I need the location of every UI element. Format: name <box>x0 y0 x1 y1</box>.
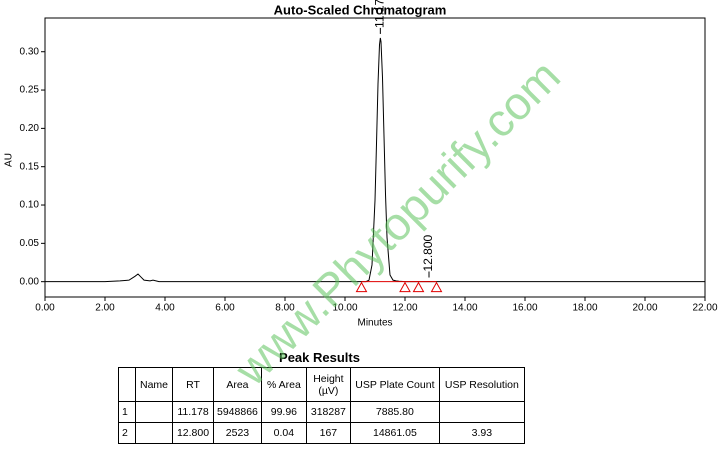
table-cell: 167 <box>305 422 351 444</box>
table-cell: 14861.05 <box>349 422 440 444</box>
x-axis-label: Minutes <box>357 318 392 329</box>
header-row: Name RT Area% Area Height (µV) USP Plate Cou… <box>118 367 525 402</box>
peak-table: Name RT Area% Area Height (µV) USP Plate Cou… <box>118 367 525 444</box>
x-tick-label: 2.00 <box>95 303 115 314</box>
column-header: Name <box>135 367 173 402</box>
column-header: Height (µV) <box>305 367 351 402</box>
integration-marker <box>430 281 443 293</box>
peak-label: 11.178 <box>373 0 387 28</box>
table-cell: 99.96 <box>260 401 307 423</box>
x-tick-label: 22.00 <box>692 303 717 314</box>
table-cell: 0.04 <box>260 422 307 444</box>
column-header: % Area <box>260 367 307 402</box>
column-header: USP Plate Count <box>349 367 440 402</box>
x-tick-label: 10.00 <box>332 303 357 314</box>
x-tick-label: 6.00 <box>215 303 235 314</box>
x-tick-label: 12.00 <box>392 303 417 314</box>
x-tick-label: 0.00 <box>35 303 55 314</box>
table-cell: 12.800 <box>172 422 214 444</box>
y-tick-label: 0.30 <box>20 46 40 57</box>
peak-label: 12.800 <box>421 234 435 271</box>
x-tick-label: 16.00 <box>512 303 537 314</box>
table-cell: 7885.80 <box>349 401 440 423</box>
table-cell: 11.178 <box>172 401 214 423</box>
integration-marker <box>355 281 368 293</box>
x-tick-label: 4.00 <box>155 303 175 314</box>
y-tick-label: 0.10 <box>20 200 40 211</box>
y-tick-label: 0.15 <box>20 161 40 172</box>
table-cell: 5948866 <box>213 401 262 423</box>
integration-marker <box>399 281 411 293</box>
x-tick-label: 20.00 <box>632 303 657 314</box>
table-cell <box>438 401 525 423</box>
plot-frame <box>44 17 706 298</box>
table-cell: 2 <box>118 422 136 444</box>
table-cell: 1 <box>118 401 136 423</box>
y-tick-label: 0.20 <box>20 123 40 134</box>
table-cell: 3.93 <box>438 422 525 444</box>
column-header: RT <box>172 367 214 402</box>
chart-title: Auto-Scaled Chromatogram <box>274 2 447 17</box>
table-row: 1 11.178 5948866 99.96 318287 7885.80 <box>118 401 525 423</box>
table-row: 2 12.800 2523 0.04 167 14861.05 3.93 <box>118 422 525 444</box>
integration-marker <box>412 281 425 293</box>
y-tick-label: 0.00 <box>20 276 40 287</box>
table-cell: 318287 <box>305 401 351 423</box>
y-axis-label: AU <box>4 153 15 167</box>
x-tick-label: 18.00 <box>572 303 597 314</box>
y-tick-label: 0.05 <box>20 238 40 249</box>
chart: Auto-Scaled Chromatogram Minutes AU 0.00… <box>4 0 718 329</box>
column-header: Area <box>213 367 262 402</box>
column-header <box>118 367 136 402</box>
table-cell: 2523 <box>213 422 262 444</box>
table-title: Peak Results <box>279 350 360 365</box>
x-tick-label: 14.00 <box>452 303 477 314</box>
x-tick-label: 8.00 <box>275 303 295 314</box>
table-cell <box>135 422 173 444</box>
column-header: USP Resolution <box>438 367 525 402</box>
table-cell <box>135 401 173 423</box>
chromatogram-line <box>45 37 705 283</box>
y-tick-label: 0.25 <box>20 85 40 96</box>
